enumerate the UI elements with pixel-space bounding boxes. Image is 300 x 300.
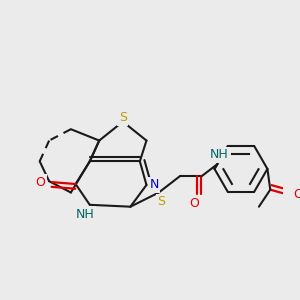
Text: NH: NH <box>76 208 94 221</box>
Text: O: O <box>189 197 199 210</box>
Text: N: N <box>149 178 159 191</box>
Text: O: O <box>294 188 300 201</box>
Text: NH: NH <box>210 148 229 161</box>
Text: S: S <box>119 111 127 124</box>
Text: S: S <box>158 196 166 208</box>
Text: O: O <box>36 176 46 189</box>
